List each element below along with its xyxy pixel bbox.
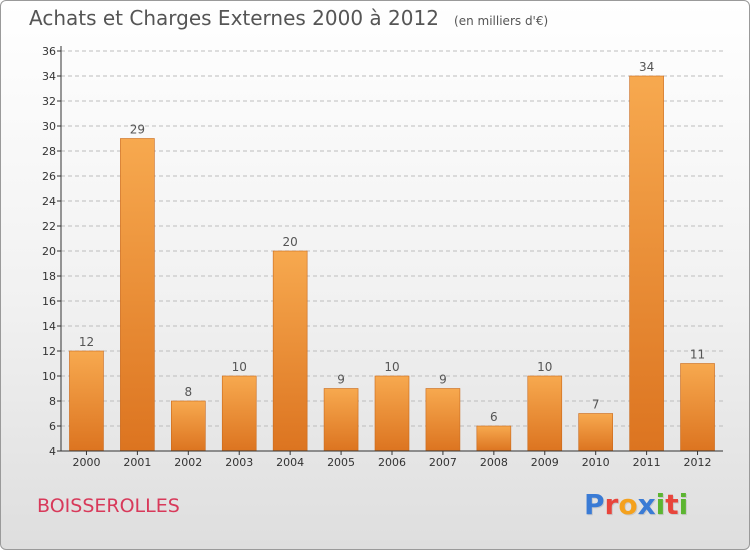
data-label-2012: 11 bbox=[690, 348, 705, 362]
bar-2000 bbox=[69, 350, 104, 452]
y-tick-label: 36 bbox=[42, 45, 56, 58]
y-tick-label: 14 bbox=[42, 320, 56, 333]
x-tick-label-2007: 2007 bbox=[429, 456, 457, 469]
chart-title: Achats et Charges Externes 2000 à 2012 bbox=[29, 6, 439, 30]
x-tick-label-2012: 2012 bbox=[684, 456, 712, 469]
y-tick-label: 26 bbox=[42, 170, 56, 183]
data-label-2000: 12 bbox=[79, 335, 94, 349]
y-tick-label: 30 bbox=[42, 120, 56, 133]
data-label-2008: 6 bbox=[490, 410, 498, 424]
x-tick-label-2003: 2003 bbox=[225, 456, 253, 469]
bar-2009 bbox=[527, 375, 563, 452]
data-label-2003: 10 bbox=[232, 360, 247, 374]
y-tick-label: 24 bbox=[42, 195, 56, 208]
y-tick-label: 22 bbox=[42, 220, 56, 233]
x-tick-label-2000: 2000 bbox=[72, 456, 100, 469]
y-tick-label: 10 bbox=[42, 370, 56, 383]
x-tick-label-2008: 2008 bbox=[480, 456, 508, 469]
x-tick-label-2005: 2005 bbox=[327, 456, 355, 469]
axes bbox=[57, 46, 723, 455]
y-tick-label: 8 bbox=[49, 395, 56, 408]
labels: 4 6 8 10 12 14 16 18 20 22 24 26 28 30 32 34 36 12 2000 29 2… bbox=[42, 45, 712, 469]
y-tick-label: 34 bbox=[42, 70, 56, 83]
bar-2005 bbox=[323, 388, 359, 452]
logo-letter: P bbox=[584, 488, 605, 521]
data-label-2005: 9 bbox=[337, 373, 345, 387]
y-tick-label: 32 bbox=[42, 95, 56, 108]
x-tick-label-2010: 2010 bbox=[582, 456, 610, 469]
bar-2012 bbox=[680, 363, 715, 452]
x-tick-label-2001: 2001 bbox=[123, 456, 151, 469]
y-tick-label: 18 bbox=[42, 270, 56, 283]
bar-2004 bbox=[272, 250, 308, 452]
data-label-2010: 7 bbox=[592, 398, 600, 412]
logo-letter: x bbox=[637, 488, 656, 521]
bar-2002 bbox=[171, 400, 206, 452]
logo-letter: o bbox=[618, 488, 638, 521]
unit-note: (en milliers d'€) bbox=[454, 14, 549, 28]
logo-letter: r bbox=[604, 488, 619, 521]
y-tick-label: 28 bbox=[42, 145, 56, 158]
logo-letter: i bbox=[655, 488, 666, 521]
y-tick-label: 20 bbox=[42, 245, 56, 258]
bar-2006 bbox=[374, 375, 410, 452]
x-tick-label-2006: 2006 bbox=[378, 456, 406, 469]
x-tick-label-2011: 2011 bbox=[633, 456, 661, 469]
y-tick-label: 6 bbox=[49, 420, 56, 433]
y-tick-label: 16 bbox=[42, 295, 56, 308]
bar-2010 bbox=[578, 413, 613, 452]
bar-2001 bbox=[120, 138, 155, 452]
data-label-2009: 10 bbox=[537, 360, 552, 374]
bars bbox=[69, 75, 715, 452]
bar-2003 bbox=[221, 375, 257, 452]
bar-2011 bbox=[629, 75, 664, 452]
logo-letter: i bbox=[678, 488, 689, 521]
data-label-2006: 10 bbox=[384, 360, 399, 374]
data-label-2002: 8 bbox=[184, 385, 192, 399]
bar-2007 bbox=[425, 388, 461, 452]
data-label-2007: 9 bbox=[439, 373, 447, 387]
proxiti-logo: Proxiti bbox=[584, 488, 688, 521]
data-label-2011: 34 bbox=[639, 60, 654, 74]
y-tick-label: 12 bbox=[42, 345, 56, 358]
chart-header: Achats et Charges Externes 2000 à 2012 (… bbox=[29, 6, 548, 30]
data-label-2004: 20 bbox=[283, 235, 298, 249]
x-tick-label-2002: 2002 bbox=[174, 456, 202, 469]
y-tick-label: 4 bbox=[49, 445, 56, 458]
x-tick-label-2009: 2009 bbox=[531, 456, 559, 469]
location-name: BOISSEROLLES bbox=[37, 495, 180, 517]
bar-2008 bbox=[476, 425, 512, 452]
x-tick-label-2004: 2004 bbox=[276, 456, 304, 469]
data-label-2001: 29 bbox=[130, 123, 145, 137]
logo-letter: t bbox=[665, 488, 679, 521]
